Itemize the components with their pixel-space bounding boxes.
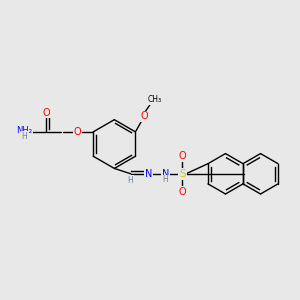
Text: H: H [22, 131, 27, 140]
Text: H: H [127, 176, 133, 185]
Text: O: O [42, 108, 50, 118]
Text: N: N [162, 169, 169, 179]
Text: N: N [145, 169, 152, 179]
Text: S: S [179, 169, 186, 179]
Text: O: O [178, 151, 186, 161]
Text: CH₃: CH₃ [148, 95, 162, 104]
Text: O: O [178, 187, 186, 196]
Text: NH₂: NH₂ [16, 126, 33, 135]
Text: H: H [163, 175, 168, 184]
Text: O: O [140, 111, 148, 122]
Text: O: O [74, 127, 82, 137]
